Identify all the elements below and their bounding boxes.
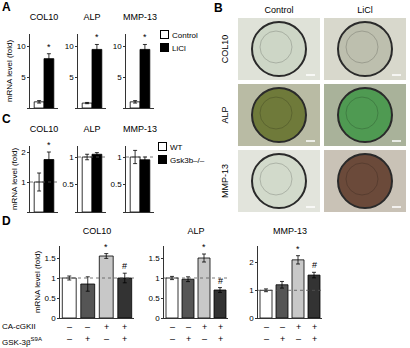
svg-text:1: 1 <box>21 178 26 187</box>
svg-text:*: * <box>104 242 108 252</box>
svg-text:–: – <box>280 322 285 332</box>
html-text:Gsk3b–/–: Gsk3b–/– <box>170 156 205 165</box>
svg-text:mRNA level (fold): mRNA level (fold) <box>5 40 14 103</box>
svg-text:MMP-13: MMP-13 <box>220 164 230 198</box>
svg-text:1: 1 <box>117 153 122 162</box>
html-text:GSK-3βS9A: GSK-3βS9A <box>2 336 42 347</box>
svg-text:COL10: COL10 <box>30 124 59 134</box>
html-text:CA-cGKII: CA-cGKII <box>2 322 36 331</box>
svg-text:+: + <box>218 334 223 344</box>
svg-text:–: – <box>104 334 109 344</box>
svg-text:–: – <box>170 322 175 332</box>
svg-text:MMP-13: MMP-13 <box>123 12 157 22</box>
svg-text:0: 0 <box>51 314 56 323</box>
svg-text:+: + <box>202 322 207 332</box>
svg-text:*: * <box>47 140 51 150</box>
svg-text:*: * <box>95 32 99 42</box>
svg-text:MMP-13: MMP-13 <box>273 226 307 236</box>
svg-text:–: – <box>264 334 269 344</box>
svg-text:5: 5 <box>21 73 26 82</box>
svg-text:+: + <box>312 334 317 344</box>
svg-text:1: 1 <box>249 286 254 295</box>
svg-text:*: * <box>143 32 147 42</box>
svg-text:1.5: 1.5 <box>44 254 56 263</box>
svg-text:–: – <box>85 322 90 332</box>
svg-text:LiCl: LiCl <box>357 5 373 15</box>
svg-text:ALP: ALP <box>220 106 230 123</box>
svg-text:10: 10 <box>65 42 74 51</box>
svg-text:*: * <box>202 242 206 252</box>
html-text:C: C <box>2 112 11 126</box>
svg-text:10: 10 <box>113 42 122 51</box>
svg-text:10: 10 <box>17 42 26 51</box>
svg-text:ALP: ALP <box>187 226 204 236</box>
svg-text:+: + <box>186 334 191 344</box>
svg-text:0.5: 0.5 <box>44 294 56 303</box>
svg-text:+: + <box>85 334 90 344</box>
svg-text:–: – <box>264 322 269 332</box>
svg-text:ALP: ALP <box>83 124 100 134</box>
svg-text:1.5: 1.5 <box>148 254 160 263</box>
svg-text:+: + <box>296 322 301 332</box>
html-text:D: D <box>2 214 11 228</box>
html-text:WT: WT <box>170 143 183 152</box>
svg-text:–: – <box>67 334 72 344</box>
svg-text:COL10: COL10 <box>83 226 112 236</box>
svg-text:B: B <box>214 1 223 15</box>
svg-text:0: 0 <box>155 314 160 323</box>
svg-text:–: – <box>296 334 301 344</box>
svg-text:1: 1 <box>155 274 160 283</box>
svg-text:2: 2 <box>21 148 26 157</box>
svg-text:*: * <box>296 244 300 254</box>
svg-text:COL10: COL10 <box>220 35 230 64</box>
html-text:LiCl: LiCl <box>172 44 186 53</box>
svg-text:#: # <box>122 261 127 271</box>
svg-text:–: – <box>67 322 72 332</box>
svg-text:+: + <box>122 334 127 344</box>
svg-text:1: 1 <box>69 153 74 162</box>
svg-text:0.5: 0.5 <box>110 180 122 189</box>
svg-text:–: – <box>202 334 207 344</box>
svg-text:2: 2 <box>249 258 254 267</box>
svg-text:–: – <box>170 334 175 344</box>
svg-text:mRNA level (fold): mRNA level (fold) <box>10 148 19 211</box>
html-text:A: A <box>2 0 11 14</box>
svg-text:#: # <box>218 276 223 286</box>
svg-text:ALP: ALP <box>83 12 100 22</box>
svg-text:Control: Control <box>264 5 293 15</box>
svg-text:0: 0 <box>249 314 254 323</box>
svg-text:–: – <box>186 322 191 332</box>
svg-text:+: + <box>122 322 127 332</box>
html-text:Control: Control <box>172 31 198 40</box>
svg-text:+: + <box>280 334 285 344</box>
svg-text:5: 5 <box>117 73 122 82</box>
svg-text:0.5: 0.5 <box>62 180 74 189</box>
svg-text:COL10: COL10 <box>30 12 59 22</box>
svg-text:*: * <box>47 42 51 52</box>
svg-text:1: 1 <box>51 274 56 283</box>
svg-text:5: 5 <box>69 73 74 82</box>
svg-text:#: # <box>312 260 317 270</box>
svg-text:0.5: 0.5 <box>148 294 160 303</box>
svg-text:MMP-13: MMP-13 <box>123 124 157 134</box>
svg-text:+: + <box>312 322 317 332</box>
svg-text:+: + <box>104 322 109 332</box>
svg-text:+: + <box>218 322 223 332</box>
svg-text:mRNA level (fold): mRNA level (fold) <box>33 251 42 314</box>
